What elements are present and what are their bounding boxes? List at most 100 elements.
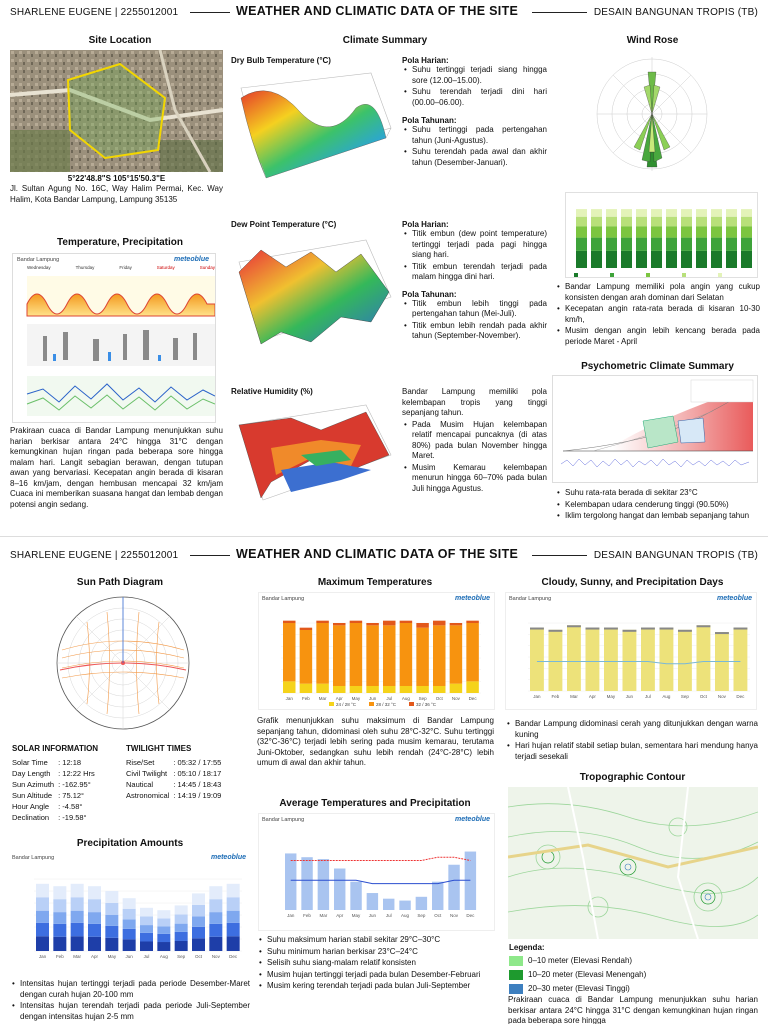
avg-temp-bullets: Suhu maksimum harian stabil sekitar 29°C…	[257, 935, 494, 993]
legend-swatch	[509, 955, 523, 966]
bar	[466, 620, 479, 623]
bar	[464, 851, 477, 910]
bar	[530, 627, 544, 691]
bar	[621, 237, 632, 251]
page-divider	[0, 536, 768, 537]
bar	[659, 627, 674, 691]
psychro-bullets: Suhu rata-rata berada di sekitar 23°C Ke…	[555, 488, 760, 523]
tick-label: Sep	[419, 696, 428, 701]
bar	[157, 910, 171, 919]
meteoblue-logo: meteoblue	[454, 595, 490, 602]
course-label: DESAIN BANGUNAN TROPIS (TB)	[593, 7, 758, 18]
bar	[209, 886, 223, 900]
tick-label: Jul	[386, 913, 392, 918]
bar	[349, 623, 363, 686]
legend-item: 0–10 meter (Elevasi Rendah)	[509, 954, 646, 968]
temp-precip-text: Prakiraan cuaca di Bandar Lampung menunj…	[10, 426, 223, 509]
max-temp-chart: Bandar Lampung meteoblue Jan Feb Mar Apr May…	[258, 592, 495, 710]
bar	[606, 226, 617, 238]
bar	[666, 237, 677, 251]
bullet-item: Musim hujan tertinggi terjadi pada bulan…	[257, 970, 494, 981]
bar	[606, 216, 617, 227]
bullet-item: Hari hujan relatif stabil setiap bulan, …	[505, 741, 758, 762]
bar	[350, 881, 362, 910]
bar-cap	[678, 629, 692, 632]
bar	[681, 216, 692, 227]
tick-label: Apr	[336, 913, 344, 918]
page2-header: SHARLENE EUGENE | 2255012001 WEATHER AND…	[0, 543, 768, 567]
dew-point-3d-plot	[231, 232, 396, 362]
bar	[636, 250, 647, 268]
bar	[681, 209, 692, 217]
bar	[621, 209, 632, 217]
tick-label: May	[352, 913, 361, 918]
tick-label: Jan	[287, 913, 295, 918]
bar	[383, 625, 396, 686]
topo-legend-title: Legenda:	[509, 943, 545, 952]
bar	[433, 686, 446, 693]
tick-label: Feb	[303, 913, 311, 918]
bar	[711, 209, 722, 217]
bar	[366, 623, 379, 626]
legend-item: 20–30 meter (Elevasi Tinggi)	[509, 982, 646, 996]
tick-label: May	[108, 954, 117, 959]
tick-label: Aug	[160, 954, 169, 959]
chart-place: Bandar Lampung	[12, 855, 55, 861]
bar	[741, 209, 752, 217]
bar	[696, 237, 707, 251]
dry-bulb-3d-plot	[231, 68, 396, 186]
bar	[466, 681, 479, 693]
page1-header: SHARLENE EUGENE | 2255012001 WEATHER AND…	[0, 0, 768, 24]
tick-label: Jan	[533, 694, 541, 699]
bar	[416, 686, 429, 693]
legend-swatch	[610, 273, 614, 277]
bar	[711, 226, 722, 238]
dry-bulb-notes: Pola Harian: Suhu tertinggi terjadi sian…	[402, 56, 547, 169]
bar	[53, 886, 67, 900]
bar	[316, 683, 329, 693]
bar	[606, 250, 617, 268]
bar	[741, 237, 752, 251]
bar	[105, 891, 119, 903]
legend-swatch	[369, 702, 374, 706]
bar	[122, 928, 136, 940]
bar	[741, 250, 752, 268]
bar	[36, 922, 49, 937]
bar	[157, 942, 171, 951]
precip-amounts-title: Precipitation Amounts	[76, 838, 184, 849]
bar	[636, 237, 647, 251]
bar	[696, 625, 711, 691]
bar-cap	[659, 627, 674, 630]
bar	[636, 209, 647, 217]
bar-cap	[604, 627, 618, 630]
bar	[140, 907, 153, 917]
tick-label: Apr	[91, 954, 99, 959]
tick-label: Sep	[417, 913, 426, 918]
bar	[174, 923, 188, 932]
solar-info-table: Solar Time: 12:18 Day Length: 12:22 Hrs …	[12, 758, 95, 822]
dew-point-notes: Pola Harian: Titik embun (dew point temp…	[402, 220, 547, 343]
bar	[105, 903, 119, 915]
tick-label: Jul	[144, 954, 150, 959]
bullet-item: Kelembapan udara cenderung tinggi (90.50…	[555, 500, 760, 511]
bar	[604, 627, 618, 691]
bar	[105, 925, 119, 938]
bar	[192, 893, 205, 905]
bar	[696, 226, 707, 238]
bullet-item: Titik embun terendah terjadi pada malam …	[402, 262, 547, 283]
bar	[567, 625, 581, 691]
tick-label: Oct	[195, 954, 203, 959]
header-rule	[532, 555, 587, 556]
topo-legend: 0–10 meter (Elevasi Rendah) 10–20 meter …	[509, 954, 646, 996]
header-rule	[532, 12, 587, 13]
chart-place: Bandar Lampung	[17, 257, 60, 263]
bar	[283, 620, 296, 623]
legend-label: 28 / 32 °C	[376, 702, 397, 707]
bar	[591, 226, 602, 238]
bar	[209, 899, 223, 913]
tick-label: Jun	[369, 696, 377, 701]
bar	[122, 939, 136, 951]
avg-temp-chart: Bandar Lampung meteoblue Jan Feb Mar Apr May…	[258, 813, 495, 931]
bar	[641, 627, 655, 691]
temp-precip-chart: Bandar Lampung meteoblue Wednesday Thursd…	[12, 253, 216, 423]
